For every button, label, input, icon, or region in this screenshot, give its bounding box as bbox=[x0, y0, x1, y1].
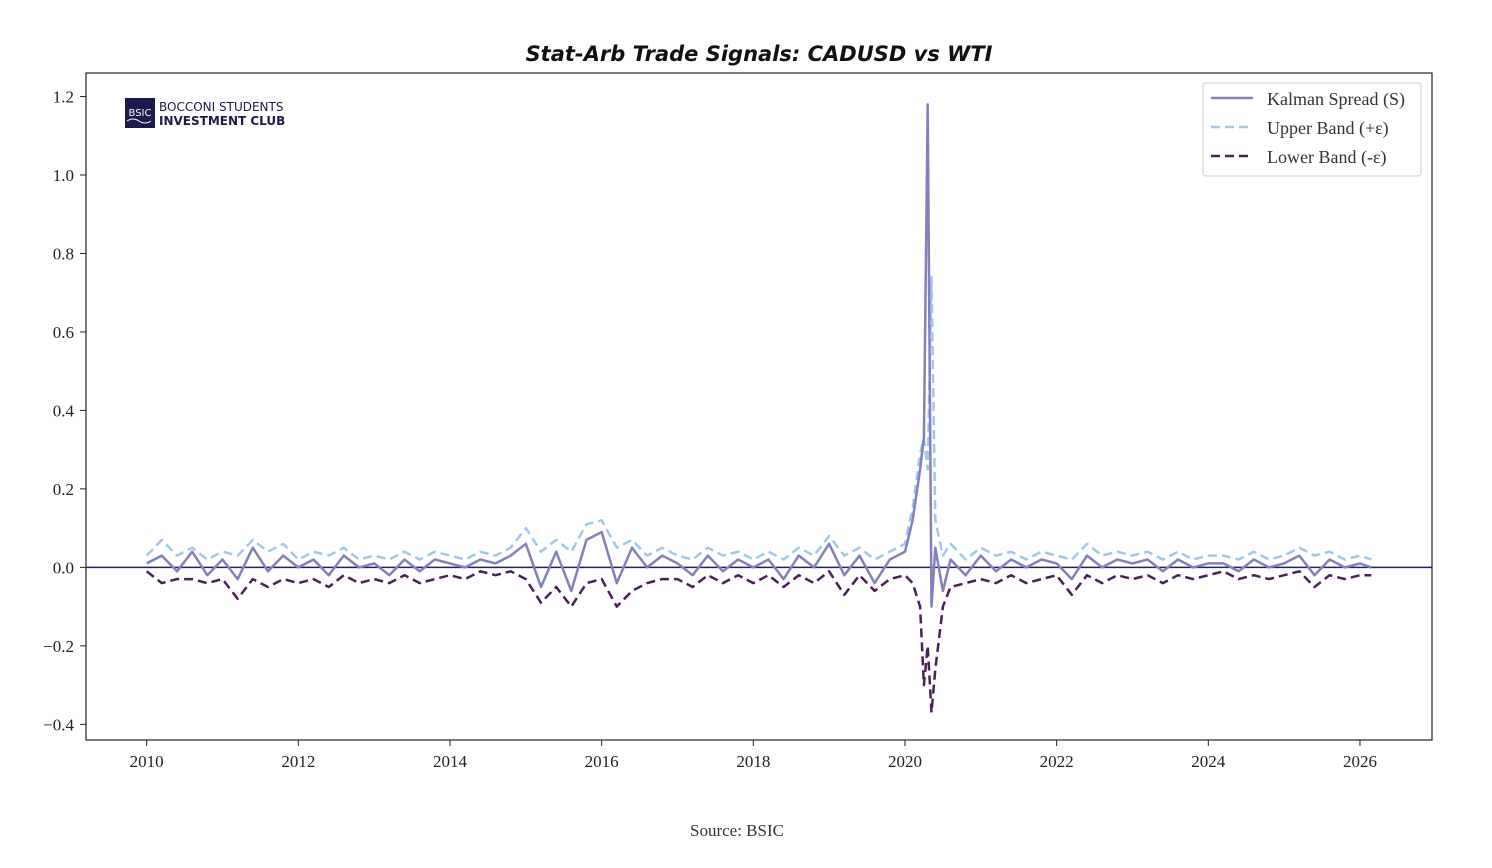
plot-frame bbox=[85, 72, 1433, 741]
y-tick-label: 0.6 bbox=[53, 323, 74, 342]
series-layer bbox=[145, 103, 1372, 714]
x-tick-label: 2024 bbox=[1191, 752, 1226, 771]
y-tick-label: −0.4 bbox=[43, 715, 74, 734]
x-tick-label: 2014 bbox=[433, 752, 468, 771]
x-tick-label: 2020 bbox=[888, 752, 922, 771]
legend-label-spread: Kalman Spread (S) bbox=[1267, 89, 1405, 110]
series-line-lower bbox=[145, 570, 1372, 714]
bsic-logo-line2: INVESTMENT CLUB bbox=[159, 114, 285, 128]
bsic-logo-mark-text: BSIC bbox=[129, 108, 152, 119]
y-tick-label: 0.4 bbox=[53, 401, 75, 420]
x-tick-label: 2018 bbox=[736, 752, 770, 771]
series-line-spread bbox=[146, 103, 1372, 608]
x-tick-label: 2012 bbox=[281, 752, 315, 771]
y-tick-label: 1.2 bbox=[53, 88, 74, 107]
bsic-logo: BSIC BOCCONI STUDENTS INVESTMENT CLUB bbox=[125, 98, 285, 128]
chart-title: Stat-Arb Trade Signals: CADUSD vs WTI bbox=[526, 42, 993, 66]
y-tick-label: 1.0 bbox=[53, 166, 74, 185]
y-tick-label: −0.2 bbox=[43, 637, 74, 656]
x-axis: 2010 2012 2014 2016 2018 2020 2022 2024 2026 bbox=[130, 740, 1377, 771]
wave-icon bbox=[126, 118, 152, 124]
series-line-upper bbox=[145, 275, 1372, 561]
source-note: Source: BSIC bbox=[690, 821, 784, 840]
y-tick-label: 0.8 bbox=[53, 244, 74, 263]
x-tick-label: 2026 bbox=[1343, 752, 1377, 771]
x-tick-label: 2022 bbox=[1040, 752, 1074, 771]
legend-label-upper: Upper Band (+ε) bbox=[1267, 118, 1389, 139]
bsic-logo-line1: BOCCONI STUDENTS bbox=[159, 100, 283, 114]
bsic-logo-mark bbox=[125, 98, 155, 128]
y-tick-label: 0.0 bbox=[53, 558, 74, 577]
legend-label-lower: Lower Band (-ε) bbox=[1267, 147, 1387, 168]
legend: Kalman Spread (S) Upper Band (+ε) Lower … bbox=[1202, 82, 1422, 177]
x-tick-label: 2010 bbox=[130, 752, 164, 771]
y-tick-label: 0.2 bbox=[53, 480, 74, 499]
x-tick-label: 2016 bbox=[585, 752, 619, 771]
legend-box bbox=[1202, 82, 1422, 177]
y-axis: 1.2 1.0 0.8 0.6 0.4 0.2 0.0 −0.2 −0.4 bbox=[43, 88, 86, 734]
